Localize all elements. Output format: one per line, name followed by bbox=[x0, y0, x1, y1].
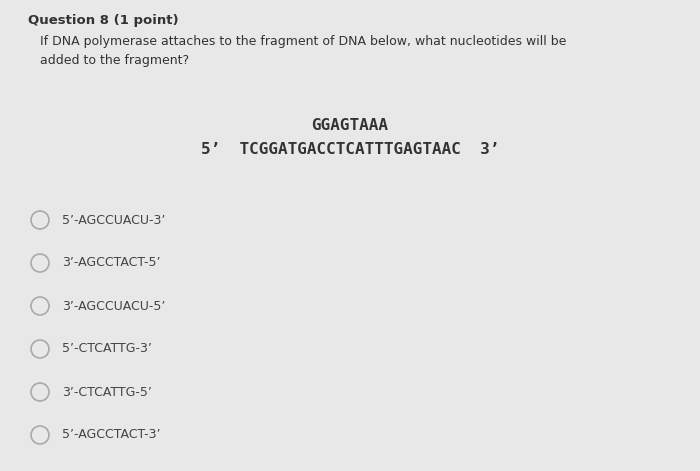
Text: 3’-AGCCTACT-5’: 3’-AGCCTACT-5’ bbox=[62, 257, 160, 269]
Text: 3’-AGCCUACU-5’: 3’-AGCCUACU-5’ bbox=[62, 300, 165, 312]
Text: 5’-CTCATTG-3’: 5’-CTCATTG-3’ bbox=[62, 342, 152, 356]
Text: 5’-AGCCUACU-3’: 5’-AGCCUACU-3’ bbox=[62, 213, 165, 227]
Text: 5’  TCGGATGACCTCATTTGAGTAAC  3’: 5’ TCGGATGACCTCATTTGAGTAAC 3’ bbox=[201, 142, 499, 157]
Text: GGAGTAAA: GGAGTAAA bbox=[312, 118, 388, 133]
Text: 3’-CTCATTG-5’: 3’-CTCATTG-5’ bbox=[62, 385, 152, 398]
Text: If DNA polymerase attaches to the fragment of DNA below, what nucleotides will b: If DNA polymerase attaches to the fragme… bbox=[40, 35, 566, 67]
Text: Question 8 (1 point): Question 8 (1 point) bbox=[28, 14, 178, 27]
Text: 5’-AGCCTACT-3’: 5’-AGCCTACT-3’ bbox=[62, 429, 160, 441]
